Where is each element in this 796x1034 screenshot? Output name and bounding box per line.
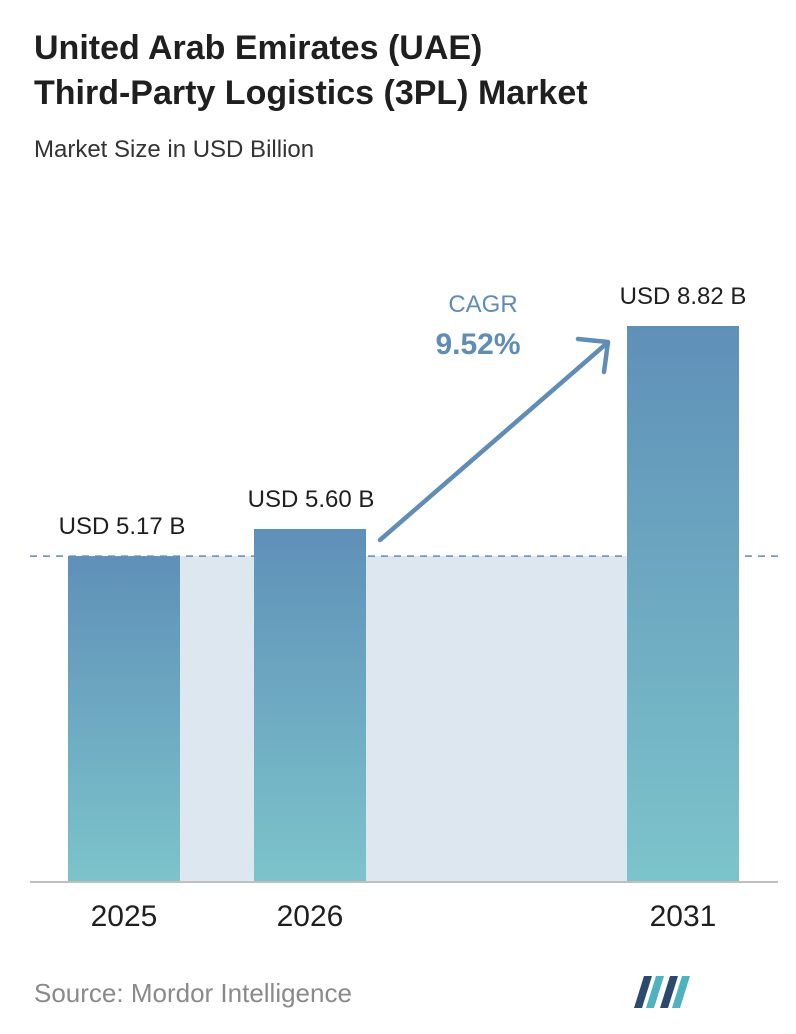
source-note: Source: Mordor Intelligence [34,978,352,1008]
cagr-arrow-shaft [377,341,609,543]
bar-2026 [254,528,366,882]
chart-title-line-2: Third-Party Logistics (3PL) Market [34,74,588,112]
x-tick-label-2031: 2031 [650,900,717,933]
value-label-2031: USD 8.82 B [620,283,747,310]
mordor-intelligence-logo-icon [634,976,690,1008]
cagr-label: CAGR [448,291,517,318]
bar-2031 [627,326,739,882]
x-tick-label-2026: 2026 [277,900,344,933]
chart-title-line-1: United Arab Emirates (UAE) [34,29,483,67]
value-label-2025: USD 5.17 B [59,513,186,540]
value-label-2026: USD 5.60 B [248,486,375,513]
bar-2025 [68,556,180,882]
x-tick-label-2025: 2025 [91,900,158,933]
cagr-value: 9.52% [435,328,520,361]
bar-chart: USD 5.17 B 2025 USD 5.60 B 2026 USD 8.82 B 20… [30,283,780,933]
cagr-arrowhead-icon [575,336,611,375]
chart-title: United Arab Emirates (UAE) Third-Party L… [34,26,774,116]
chart-subtitle: Market Size in USD Billion [34,136,315,163]
